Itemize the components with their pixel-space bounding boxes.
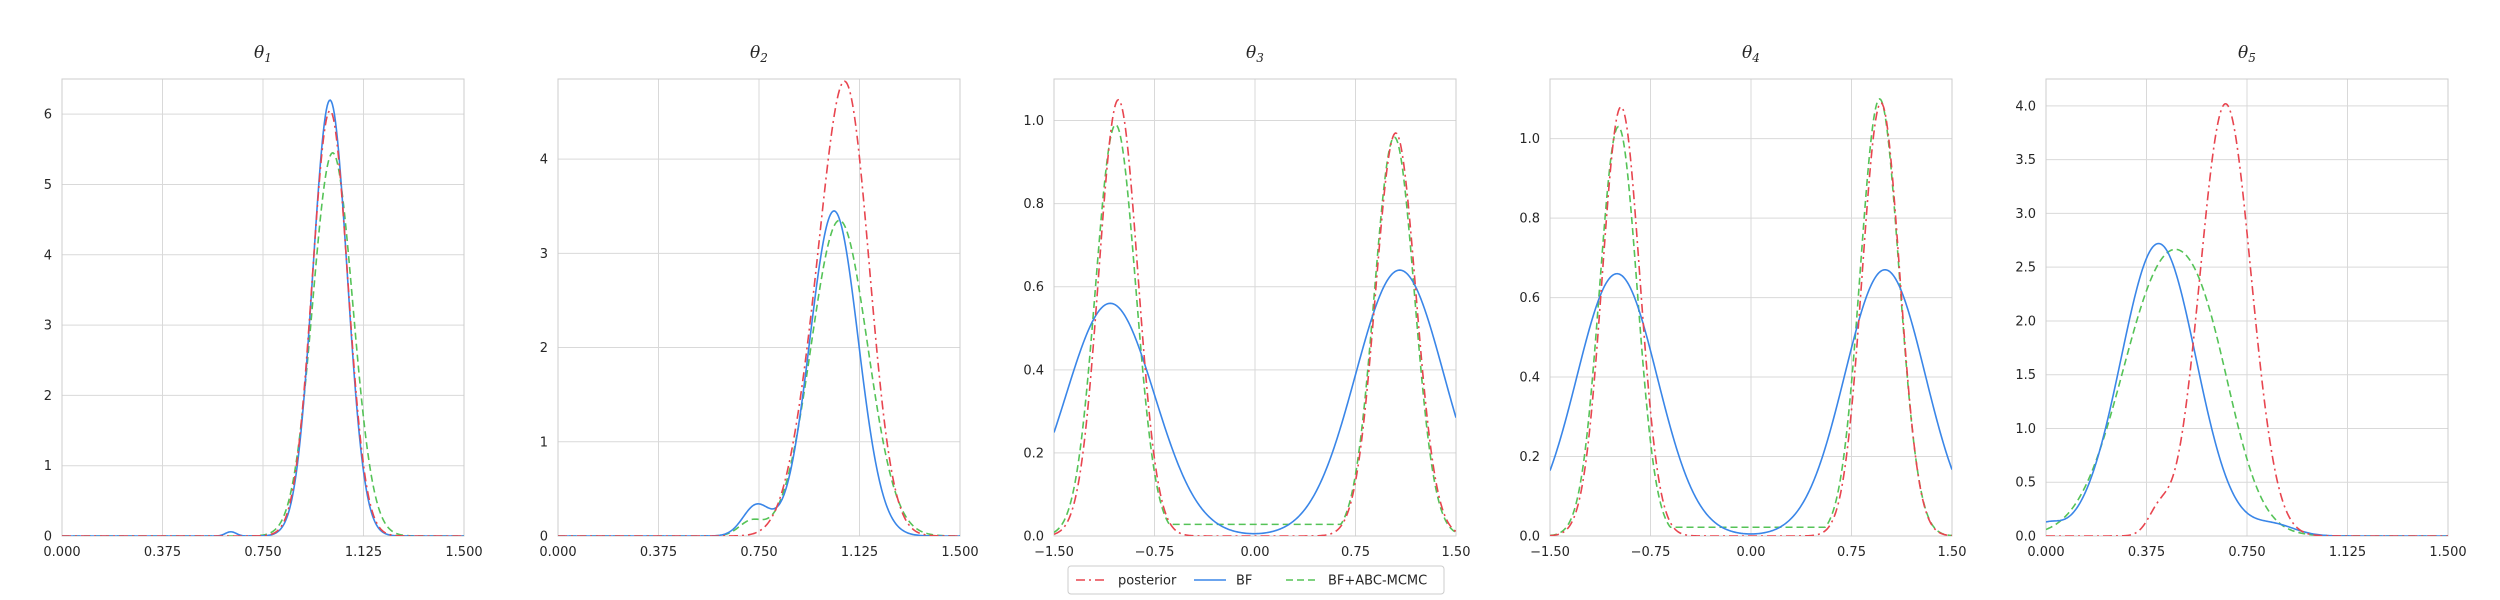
y-tick-label: 6 — [44, 108, 52, 123]
series-line-posterior — [2046, 102, 2448, 536]
y-tick-label: 2.5 — [2015, 261, 2036, 276]
plot-frame — [2045, 78, 2449, 537]
y-tick-label: 1.0 — [2015, 422, 2036, 437]
panel-title: θ1 — [254, 43, 272, 65]
y-tick-label: 2 — [44, 389, 52, 404]
y-tick-label: 0 — [44, 530, 52, 545]
y-tick-label: 0 — [540, 530, 548, 545]
y-tick-label: 0.4 — [1519, 371, 1540, 386]
x-tick-label: 1.500 — [445, 545, 482, 560]
y-tick-label: 3.0 — [2015, 207, 2036, 222]
x-tick-label: 1.500 — [941, 545, 978, 560]
panel-5: 0.000 0.375 0.750 1.125 1.500 0.0 0.5 1.0 1.5 2.0… — [2015, 43, 2466, 560]
y-tick-label: 5 — [44, 178, 52, 193]
series-line-posterior — [558, 80, 960, 536]
y-tick-label: 1 — [44, 459, 52, 474]
x-tick-label: −0.75 — [1631, 545, 1671, 560]
y-tick-label: 3 — [540, 247, 548, 262]
panel-1: 0.000 0.375 0.750 1.125 1.500 0 1 2 3 4 5 6 θ1 — [43, 43, 482, 560]
y-tick-label: 3 — [44, 319, 52, 334]
x-tick-label: 1.50 — [1442, 545, 1471, 560]
series-line-bf — [1054, 269, 1456, 535]
y-tick-label: 1.0 — [1519, 132, 1540, 147]
series-line-bf — [2046, 242, 2448, 536]
y-tick-label: 0.2 — [1023, 446, 1044, 461]
x-tick-label: −0.75 — [1135, 545, 1175, 560]
x-tick-label: 0.375 — [2128, 545, 2165, 560]
legend-box — [1067, 565, 1445, 595]
y-tick-label: 0.8 — [1023, 197, 1044, 212]
x-tick-label: 0.750 — [740, 545, 777, 560]
x-tick-label: −1.50 — [1530, 545, 1570, 560]
series-line-bf — [1550, 268, 1952, 535]
x-tick-label: 0.000 — [43, 545, 80, 560]
panel-title: θ2 — [750, 43, 768, 65]
y-tick-label: 2.0 — [2015, 314, 2036, 329]
x-tick-label: 1.125 — [2329, 545, 2366, 560]
y-tick-label: 3.5 — [2015, 153, 2036, 168]
y-tick-label: 0.0 — [1023, 530, 1044, 545]
legend-label: posterior — [1118, 574, 1177, 589]
legend: posterior BF BF+ABC-MCMC — [1067, 565, 1445, 595]
series-line-posterior — [1054, 98, 1456, 536]
y-tick-label: 0.6 — [1519, 291, 1540, 306]
y-tick-label: 0.2 — [1519, 450, 1540, 465]
y-tick-label: 0.0 — [1519, 530, 1540, 545]
legend-label: BF — [1236, 574, 1252, 589]
series-line-bf-abc-mcmc — [558, 219, 960, 536]
y-tick-label: 0.8 — [1519, 212, 1540, 227]
series-line-bf — [558, 210, 960, 536]
y-tick-label: 1 — [540, 435, 548, 450]
x-tick-label: 0.75 — [1837, 545, 1866, 560]
legend-label: BF+ABC-MCMC — [1328, 574, 1427, 589]
series-line-posterior — [62, 109, 464, 536]
y-tick-label: 0.0 — [2015, 530, 2036, 545]
y-tick-label: 0.6 — [1023, 280, 1044, 295]
panel-4: −1.50 −0.75 0.00 0.75 1.50 0.0 0.2 0.4 0.6 0.8 1.0… — [1519, 43, 1966, 560]
y-tick-label: 1.0 — [1023, 114, 1044, 129]
x-tick-label: 0.00 — [1737, 545, 1766, 560]
plot-frame — [557, 78, 961, 537]
x-tick-label: 1.500 — [2429, 545, 2466, 560]
x-tick-label: 0.000 — [539, 545, 576, 560]
panel-2: 0.000 0.375 0.750 1.125 1.500 0 1 2 3 4 θ2 — [539, 43, 978, 560]
x-tick-label: 0.000 — [2027, 545, 2064, 560]
y-tick-label: 4 — [540, 153, 548, 168]
panel-title: θ3 — [1246, 43, 1264, 65]
y-tick-label: 4.0 — [2015, 99, 2036, 114]
x-tick-label: 1.125 — [841, 545, 878, 560]
x-tick-label: 1.125 — [345, 545, 382, 560]
x-tick-label: 0.750 — [2228, 545, 2265, 560]
panel-title: θ5 — [2238, 43, 2256, 65]
y-tick-label: 4 — [44, 248, 52, 263]
y-tick-label: 1.5 — [2015, 368, 2036, 383]
x-tick-label: 0.750 — [244, 545, 281, 560]
y-tick-label: 0.5 — [2015, 476, 2036, 491]
panel-title: θ4 — [1742, 43, 1760, 65]
x-tick-label: 0.75 — [1341, 545, 1370, 560]
x-tick-label: 0.375 — [144, 545, 181, 560]
y-tick-label: 0.4 — [1023, 363, 1044, 378]
series-line-bf-abc-mcmc — [2046, 248, 2448, 536]
series-line-bf-abc-mcmc — [1550, 97, 1952, 536]
x-tick-label: 1.50 — [1938, 545, 1967, 560]
x-tick-label: 0.00 — [1241, 545, 1270, 560]
y-tick-label: 2 — [540, 341, 548, 356]
panel-3: −1.50 −0.75 0.00 0.75 1.50 0.0 0.2 0.4 0.6 0.8 1.0… — [1023, 43, 1470, 560]
x-tick-label: −1.50 — [1034, 545, 1074, 560]
x-tick-label: 0.375 — [640, 545, 677, 560]
